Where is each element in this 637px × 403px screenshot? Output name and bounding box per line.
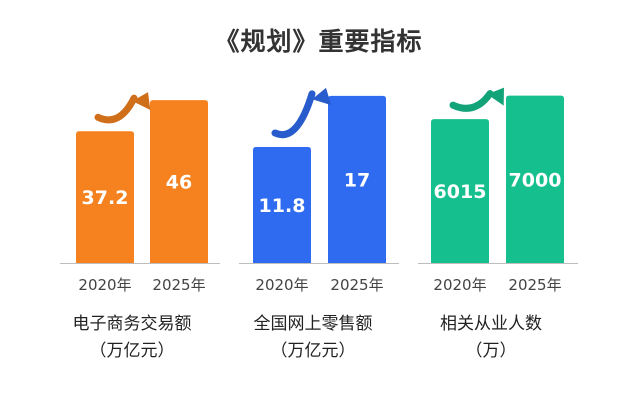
- metric-unit: （万亿元）: [270, 341, 356, 361]
- bar-target: [150, 100, 208, 263]
- metric-unit: （万亿元）: [89, 341, 175, 361]
- growth-arrowhead-icon: [312, 87, 332, 106]
- category-label: 2025年: [508, 276, 561, 294]
- metric-label: 全国网上零售额 （万亿元）: [223, 311, 403, 365]
- value-label: 17: [344, 169, 370, 191]
- growth-arrowhead-icon: [487, 87, 504, 106]
- chart-group-2: 11.8 2020年 17 2025年: [239, 87, 399, 294]
- metric-label: 相关从业人数 （万）: [401, 311, 581, 365]
- value-label: 11.8: [259, 195, 306, 217]
- chart-group-3: 6015 2020年 7000 2025年: [418, 87, 578, 294]
- bar-target: [328, 95, 386, 263]
- bar-start: [431, 119, 489, 263]
- category-label: 2025年: [152, 276, 205, 294]
- bar-start: [76, 131, 134, 263]
- chart-group-1: 37.2 2020年 46 2025年: [60, 92, 220, 294]
- metric-name: 电子商务交易额: [72, 314, 192, 334]
- bar-start: [253, 146, 311, 263]
- metric-unit: （万）: [465, 341, 517, 361]
- value-label: 46: [166, 172, 192, 194]
- growth-arrow-icon: [94, 94, 138, 124]
- value-label: 37.2: [82, 187, 129, 209]
- category-label: 2025年: [330, 276, 383, 294]
- category-label: 2020年: [433, 276, 486, 294]
- growth-arrow-icon: [449, 90, 494, 112]
- value-label: 6015: [434, 181, 487, 203]
- category-label: 2020年: [78, 276, 131, 294]
- growth-arrow-icon: [271, 90, 316, 138]
- metric-label: 电子商务交易额 （万亿元）: [42, 311, 222, 365]
- growth-arrowhead-icon: [132, 92, 151, 111]
- metric-name: 相关从业人数: [440, 314, 542, 334]
- value-label: 7000: [509, 169, 562, 191]
- category-label: 2020年: [255, 276, 308, 294]
- chart-title: 《规划》重要指标: [214, 27, 423, 56]
- bar-target: [506, 95, 564, 263]
- metric-name: 全国网上零售额: [253, 314, 373, 334]
